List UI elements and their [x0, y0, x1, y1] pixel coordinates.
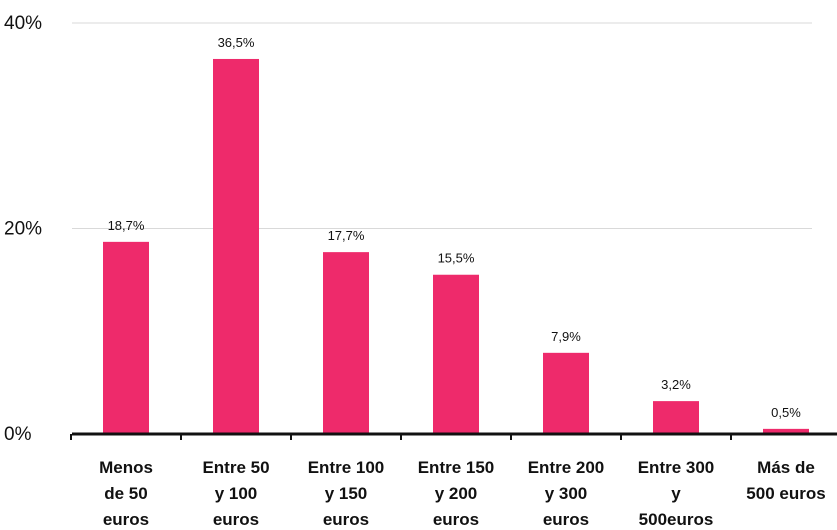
data-label: 36,5%	[218, 35, 255, 50]
y-axis-ticks: 0% 20% 40%	[4, 13, 42, 445]
x-category-label: Entre 300 y 500euros	[638, 458, 715, 529]
x-category-label-line: de 50	[104, 484, 147, 503]
x-category-label: Más de 500 euros	[746, 458, 825, 503]
bar	[433, 274, 479, 434]
data-labels: 18,7% 36,5% 17,7% 15,5% 7,9% 3,2% 0,5%	[108, 35, 802, 420]
x-category-label: Entre 150 y 200 euros	[418, 458, 495, 529]
x-category-label-line: Menos	[99, 458, 153, 477]
data-label: 18,7%	[108, 218, 145, 233]
bars	[103, 58, 809, 435]
x-category-label-line: y 200	[435, 484, 478, 503]
x-category-label: Menos de 50 euros	[99, 458, 153, 529]
bar	[213, 58, 259, 435]
x-category-label-line: Entre 150	[418, 458, 495, 477]
data-label: 17,7%	[328, 228, 365, 243]
gridlines	[72, 22, 812, 229]
x-axis	[70, 432, 837, 440]
data-label: 15,5%	[438, 251, 475, 266]
x-category-label-line: Entre 300	[638, 458, 715, 477]
x-category-label: Entre 200 y 300 euros	[528, 458, 605, 529]
bar	[103, 241, 149, 434]
x-category-label-line: y 300	[545, 484, 588, 503]
x-category-label-line: y 100	[215, 484, 258, 503]
x-category-label: Entre 50 y 100 euros	[202, 458, 269, 529]
data-label: 0,5%	[771, 405, 801, 420]
x-category-label-line: Entre 200	[528, 458, 605, 477]
bar	[543, 352, 589, 434]
x-category-label-line: 500 euros	[746, 484, 825, 503]
x-category-label-line: y 150	[325, 484, 368, 503]
bar	[323, 252, 369, 434]
y-tick-label: 40%	[4, 13, 42, 34]
y-tick-label: 20%	[4, 219, 42, 240]
y-tick-label: 0%	[4, 424, 32, 445]
x-category-label-line: Entre 50	[202, 458, 269, 477]
x-category-label-line: Entre 100	[308, 458, 385, 477]
x-category-label-line: euros	[433, 510, 479, 529]
data-label: 7,9%	[551, 329, 581, 344]
x-category-label: Entre 100 y 150 euros	[308, 458, 385, 529]
x-category-label-line: y	[671, 484, 681, 503]
x-category-label-line: euros	[543, 510, 589, 529]
x-category-label-line: 500euros	[639, 510, 714, 529]
bar	[653, 401, 699, 434]
x-category-label-line: euros	[323, 510, 369, 529]
x-category-label-line: euros	[213, 510, 259, 529]
data-label: 3,2%	[661, 377, 691, 392]
x-category-label-line: euros	[103, 510, 149, 529]
bar	[763, 428, 809, 434]
x-category-label-line: Más de	[757, 458, 815, 477]
